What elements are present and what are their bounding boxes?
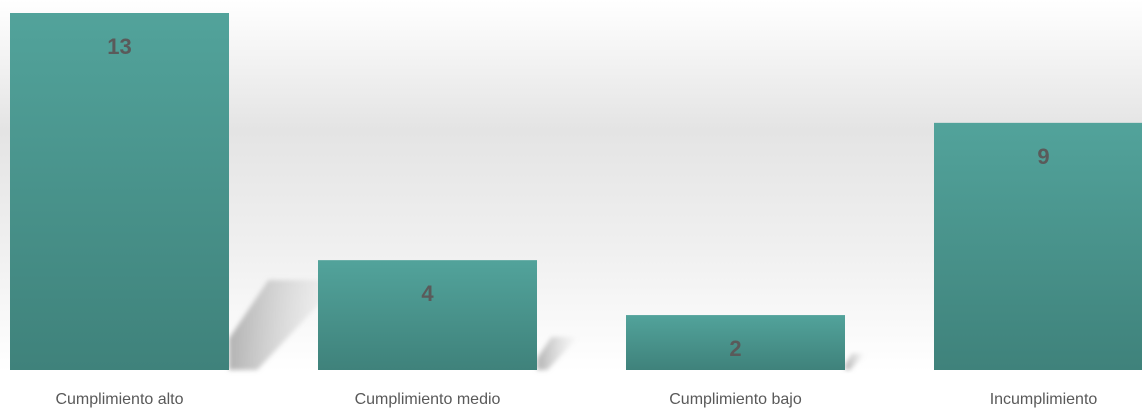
data-label: 9 xyxy=(1037,144,1049,169)
data-label: 2 xyxy=(729,336,741,361)
data-label: 13 xyxy=(107,34,131,59)
category-label: Cumplimiento bajo xyxy=(669,391,802,408)
value-labels: 13 4 2 9 xyxy=(107,34,1049,361)
category-label: Incumplimiento xyxy=(990,391,1098,408)
bars xyxy=(10,13,1142,370)
bar xyxy=(318,260,537,370)
bar xyxy=(934,122,1142,370)
category-label: Cumplimiento alto xyxy=(55,391,183,408)
bar-shadow xyxy=(537,337,579,370)
bar-shadow xyxy=(229,280,342,370)
category-labels: Cumplimiento alto Cumplimiento medio Cumpl… xyxy=(55,391,1097,408)
bar-shadows xyxy=(229,280,866,370)
bar xyxy=(10,13,229,370)
data-label: 4 xyxy=(421,281,434,306)
bar xyxy=(626,315,845,370)
category-label: Cumplimiento medio xyxy=(355,391,501,408)
bar-shadow xyxy=(845,353,866,370)
